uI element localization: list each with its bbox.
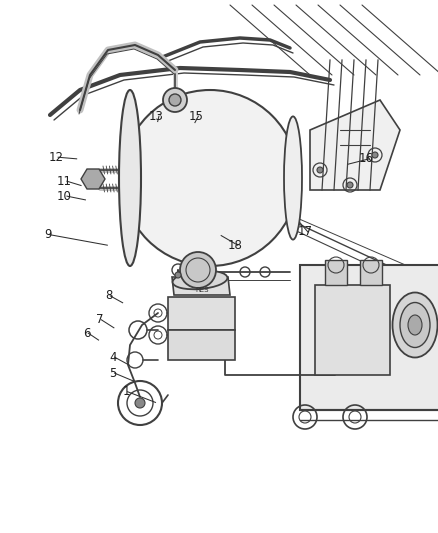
Text: 6: 6 [83, 327, 91, 340]
Circle shape [169, 94, 181, 106]
Ellipse shape [173, 271, 227, 289]
Text: 8: 8 [105, 289, 113, 302]
Circle shape [372, 152, 378, 158]
Text: 10: 10 [57, 190, 72, 203]
Polygon shape [360, 260, 382, 285]
Polygon shape [315, 285, 390, 375]
Ellipse shape [119, 90, 141, 266]
Text: 11: 11 [57, 175, 72, 188]
Text: 7: 7 [96, 313, 104, 326]
Text: 4: 4 [110, 351, 117, 364]
Polygon shape [168, 330, 235, 360]
Ellipse shape [284, 116, 302, 240]
Polygon shape [168, 297, 235, 330]
Text: 9: 9 [44, 228, 51, 241]
Text: 12: 12 [48, 151, 63, 164]
Polygon shape [81, 169, 105, 189]
Circle shape [180, 252, 216, 288]
Text: 1: 1 [123, 385, 130, 398]
Text: 18: 18 [228, 239, 243, 252]
Polygon shape [172, 277, 230, 295]
Circle shape [122, 90, 298, 266]
Circle shape [347, 182, 353, 188]
Text: 13: 13 [149, 110, 164, 123]
Ellipse shape [408, 315, 422, 335]
Text: RES: RES [195, 287, 209, 293]
Circle shape [175, 272, 181, 278]
Polygon shape [325, 260, 347, 285]
Text: 16: 16 [359, 152, 374, 165]
Text: 5: 5 [110, 367, 117, 379]
Ellipse shape [392, 293, 438, 358]
Text: 15: 15 [188, 110, 203, 123]
Polygon shape [310, 100, 400, 190]
Polygon shape [300, 265, 438, 410]
Circle shape [163, 88, 187, 112]
Circle shape [317, 167, 323, 173]
Text: 17: 17 [298, 225, 313, 238]
Ellipse shape [400, 303, 430, 348]
Circle shape [135, 398, 145, 408]
